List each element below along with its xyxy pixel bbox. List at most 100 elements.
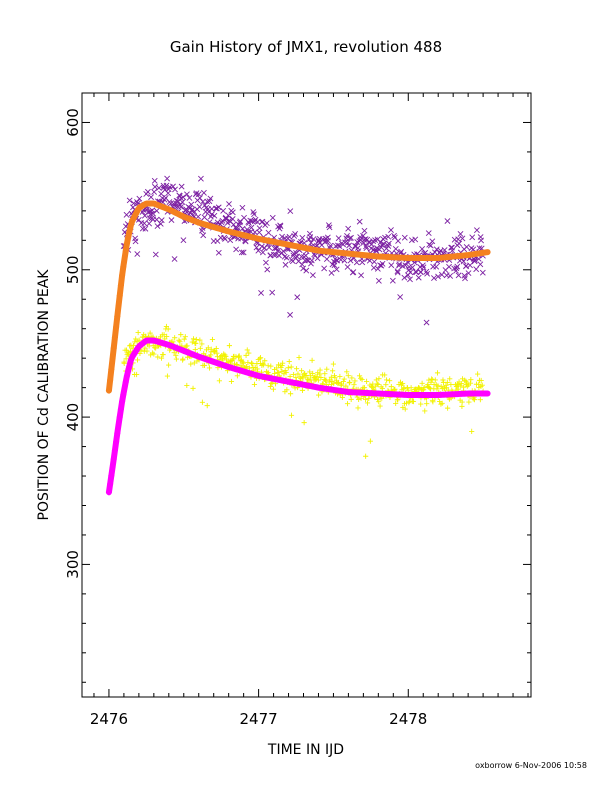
scatter-point — [420, 264, 427, 271]
fit-marker — [114, 430, 121, 437]
scatter-point — [279, 233, 285, 240]
scatter-point — [179, 199, 186, 206]
fit-marker — [111, 334, 118, 341]
scatter-point — [287, 391, 294, 397]
fit-curve — [105, 337, 491, 496]
scatter-point — [418, 401, 424, 407]
scatter-point — [280, 248, 287, 255]
scatter-point — [343, 383, 349, 389]
scatter-point — [243, 352, 249, 358]
scatter-point — [136, 337, 142, 343]
fit-marker — [107, 480, 114, 487]
scatter-point — [240, 360, 246, 366]
scatter-point — [396, 261, 403, 268]
scatter-point — [163, 182, 170, 189]
scatter-point — [161, 332, 167, 338]
scatter-point — [407, 276, 413, 283]
scatter-point — [448, 244, 455, 251]
scatter-point — [164, 373, 171, 379]
scatter-point — [258, 290, 264, 296]
scatter-point — [254, 366, 260, 372]
scatter-point — [469, 234, 476, 241]
scatter-point — [419, 262, 426, 269]
scatter-point — [137, 350, 143, 357]
scatter-point — [164, 333, 170, 339]
scatter-point — [287, 208, 294, 215]
scatter-point — [265, 369, 271, 376]
scatter-point — [424, 270, 431, 277]
scatter-point — [341, 376, 347, 382]
series-4-fit — [105, 337, 491, 496]
scatter-point — [475, 371, 481, 377]
scatter-point — [173, 352, 179, 358]
scatter-point — [330, 368, 336, 374]
scatter-point — [123, 347, 130, 353]
scatter-point — [135, 216, 142, 223]
scatter-point — [226, 343, 233, 349]
scatter-point — [425, 382, 431, 388]
scatter-point — [299, 234, 306, 241]
scatter-point — [151, 177, 158, 184]
scatter-point — [420, 387, 426, 393]
scatter-point — [267, 383, 273, 390]
scatter-point — [209, 336, 216, 343]
fit-marker — [108, 472, 115, 479]
scatter-point — [268, 363, 274, 369]
fit-marker — [105, 489, 112, 496]
scatter-point — [352, 378, 358, 384]
scatter-point — [259, 249, 266, 256]
scatter-point — [215, 249, 222, 256]
scatter-point — [364, 378, 370, 385]
scatter-point — [428, 379, 434, 385]
scatter-point — [392, 245, 399, 252]
scatter-point — [415, 384, 422, 391]
scatter-point — [142, 225, 149, 232]
scatter-point — [387, 378, 393, 384]
scatter-point — [479, 382, 485, 388]
fit-marker — [123, 372, 130, 379]
y-tick-label: 600 — [64, 108, 82, 137]
scatter-point — [240, 249, 247, 256]
scatter-point — [260, 361, 266, 367]
fit-marker — [114, 313, 121, 320]
scatter-point — [388, 262, 395, 269]
scatter-point — [190, 336, 197, 342]
scatter-point — [201, 214, 208, 221]
scatter-point — [136, 195, 143, 202]
scatter-point — [155, 354, 161, 360]
scatter-point — [445, 405, 451, 411]
scatter-point — [200, 232, 207, 239]
scatter-point — [211, 348, 217, 354]
scatter-point — [333, 266, 340, 273]
scatter-point — [286, 358, 292, 365]
scatter-point — [239, 225, 246, 232]
scatter-point — [145, 209, 151, 216]
footer-stamp: oxborrow 6-Nov-2006 10:58 — [475, 761, 587, 770]
scatter-point — [435, 273, 441, 280]
scatter-point — [383, 382, 389, 388]
scatter-point — [222, 236, 228, 242]
scatter-point — [423, 268, 430, 275]
scatter-point — [140, 334, 146, 340]
scatter-point — [199, 198, 206, 205]
fit-marker — [109, 464, 116, 471]
scatter-point — [182, 334, 188, 340]
scatter-point — [129, 345, 135, 351]
scatter-point — [346, 242, 353, 249]
scatter-point — [198, 175, 204, 182]
fit-marker — [121, 255, 128, 262]
scatter-point — [460, 258, 467, 265]
scatter-point — [256, 225, 263, 232]
scatter-point — [307, 234, 314, 240]
scatter-point — [415, 274, 422, 281]
scatter-point — [423, 319, 430, 326]
scatter-point — [197, 195, 203, 201]
scatter-point — [398, 248, 405, 255]
scatter-point — [223, 215, 230, 222]
scatter-point — [402, 406, 408, 412]
scatter-point — [479, 269, 486, 276]
fit-marker — [125, 368, 132, 375]
scatter-point — [318, 374, 324, 381]
scatter-point — [171, 256, 178, 262]
scatter-point — [473, 266, 480, 273]
